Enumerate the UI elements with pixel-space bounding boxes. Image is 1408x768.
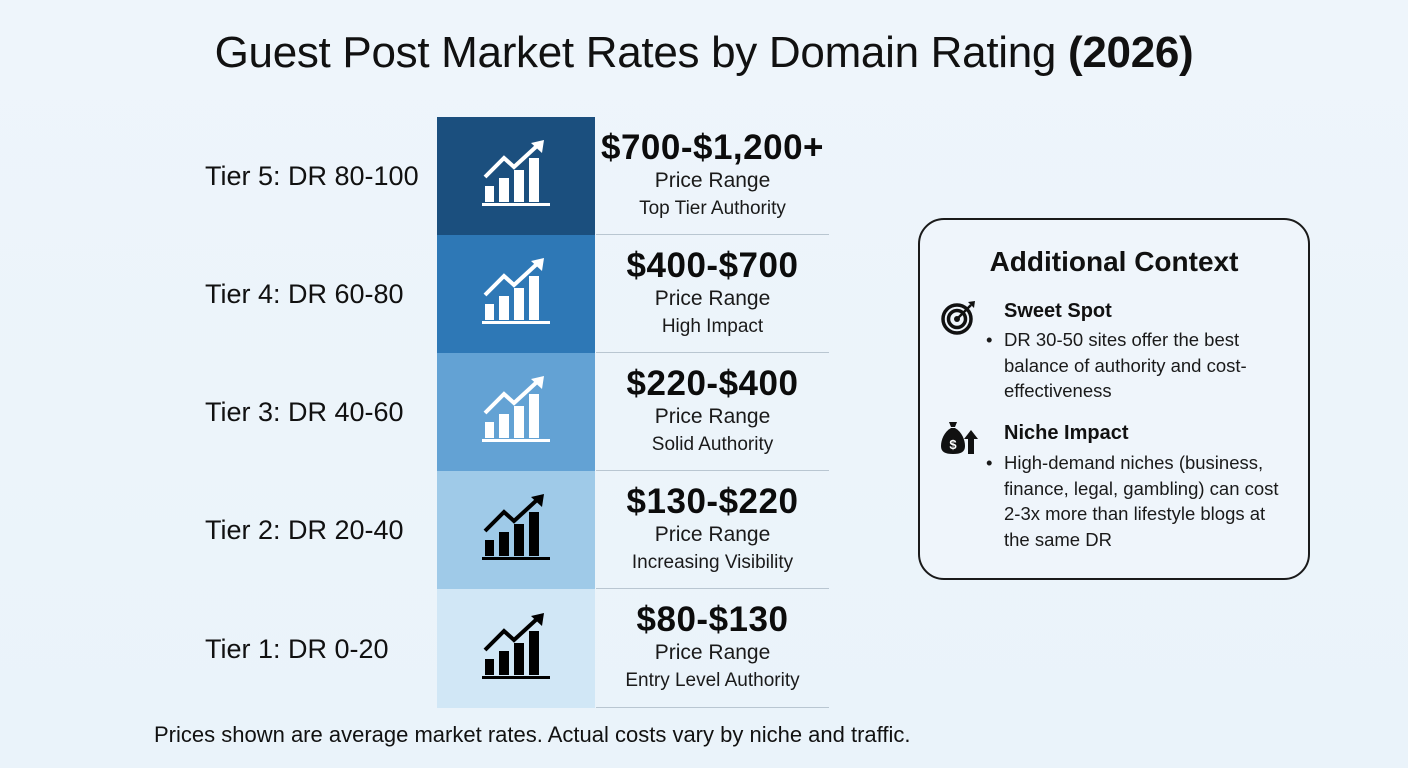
growth-chart-icon [482,376,550,442]
tier-4-price-sub: Price Range [654,286,771,310]
tier-1-desc: Entry Level Authority [625,670,800,691]
tier-2-block [437,471,595,589]
tier-2-price-cell: $130-$220 Price Range Increasing Visibil… [596,471,829,589]
tier-3-desc: Solid Authority [651,433,774,455]
tier-5-price-cell: $700-$1,200+ Price Range Top Tier Author… [596,117,829,235]
tier-4-label: Tier 4: DR 60-80 [205,278,404,309]
growth-chart-icon [482,140,550,206]
tier-3-label: Tier 3: DR 40-60 [205,396,404,427]
footer-note: Prices shown are average market rates. A… [154,722,911,747]
context-title: Additional Context [989,246,1239,277]
target-icon [941,301,975,335]
tier-3-price: $220-$400 [626,363,799,403]
tier-5-desc: Top Tier Authority [639,197,786,219]
tier-5-price-sub: Price Range [654,168,771,192]
tier-1-label: Tier 1: DR 0-20 [205,633,389,664]
tier-1-price-sub: Price Range [654,641,771,664]
sweet-spot-list: DR 30-50 sites offer the best balance of… [986,327,1286,404]
tier-5-price: $700-$1,200+ [600,127,824,167]
tier-1-price: $80-$130 [636,600,789,639]
tier-4-desc: High Impact [661,315,764,337]
tier-2-label: Tier 2: DR 20-40 [205,514,404,545]
tier-1-block [437,589,595,708]
sweet-spot-heading: Sweet Spot [1004,300,1112,322]
growth-chart-icon [482,612,550,679]
tier-3-price-cell: $220-$400 Price Range Solid Authority [596,353,829,471]
growth-chart-icon [482,258,550,324]
tier-1-price-cell: $80-$130 Price Range Entry Level Authori… [596,589,829,708]
tier-2-price: $130-$220 [626,481,799,521]
page-title: Guest Post Market Rates by Domain Rating… [0,28,1408,78]
tier-4-price-cell: $400-$700 Price Range High Impact [596,235,829,353]
niche-impact-heading: Niche Impact [1004,422,1129,444]
svg-text:$: $ [949,437,957,452]
money-bag-up-icon: $ [941,422,978,454]
tier-5-block [437,117,595,235]
tier-2-price-sub: Price Range [654,522,771,546]
tier-2-desc: Increasing Visibility [631,551,794,573]
tier-4-block [437,235,595,353]
tier-4-price: $400-$700 [626,245,799,285]
niche-impact-list: High-demand niches (business, finance, l… [986,450,1286,552]
growth-chart-icon [482,494,550,560]
additional-context-panel: Additional Context Sweet Spot DR 30-50 s… [918,218,1310,580]
title-main: Guest Post Market Rates by Domain Rating [214,28,1057,77]
title-year: (2026) [1068,28,1194,77]
sweet-spot-bullet: DR 30-50 sites offer the best balance of… [986,327,1286,404]
niche-impact-bullet: High-demand niches (business, finance, l… [986,450,1286,552]
tier-3-block [437,353,595,471]
tier-5-label: Tier 5: DR 80-100 [205,160,419,191]
tier-3-price-sub: Price Range [654,404,771,428]
